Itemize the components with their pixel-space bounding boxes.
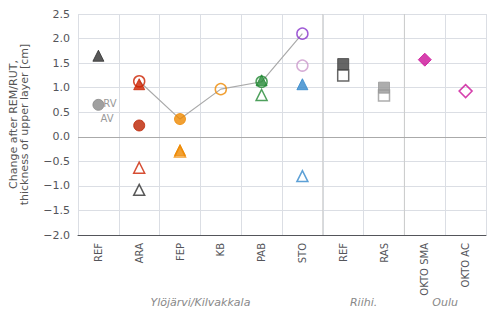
svg-text:OKTO SMA: OKTO SMA [419,243,430,296]
svg-text:STO: STO [297,243,308,263]
svg-text:Oulu: Oulu [432,296,458,309]
svg-text:2.5: 2.5 [53,8,71,21]
svg-text:2.0: 2.0 [53,32,71,45]
svg-text:RV: RV [103,98,116,109]
svg-text:OKTO AC: OKTO AC [460,243,471,287]
svg-text:0.5: 0.5 [53,106,71,119]
svg-text:Ylöjärvi/Kilvakkala: Ylöjärvi/Kilvakkala [150,296,250,309]
svg-text:0.0: 0.0 [53,130,71,143]
svg-text:1.5: 1.5 [53,57,71,70]
svg-text:ARA: ARA [134,243,145,263]
svg-text:KB: KB [215,243,226,257]
svg-text:REF: REF [338,243,349,262]
svg-text:thickness of upper layer [cm]: thickness of upper layer [cm] [18,44,31,206]
svg-text:−2.0: −2.0 [43,229,70,242]
svg-text:AV: AV [100,113,113,124]
svg-text:REF: REF [93,243,104,262]
svg-text:1.0: 1.0 [53,81,71,94]
svg-text:RAS: RAS [379,243,390,263]
svg-text:PAB: PAB [256,243,267,262]
svg-text:Riihi.: Riihi. [350,296,377,309]
svg-text:−0.5: −0.5 [43,155,70,168]
svg-text:FEP: FEP [175,243,186,261]
svg-text:−1.5: −1.5 [43,204,70,217]
svg-text:−1.0: −1.0 [43,179,70,192]
svg-text:Change after REM/RUT,: Change after REM/RUT, [7,60,20,189]
